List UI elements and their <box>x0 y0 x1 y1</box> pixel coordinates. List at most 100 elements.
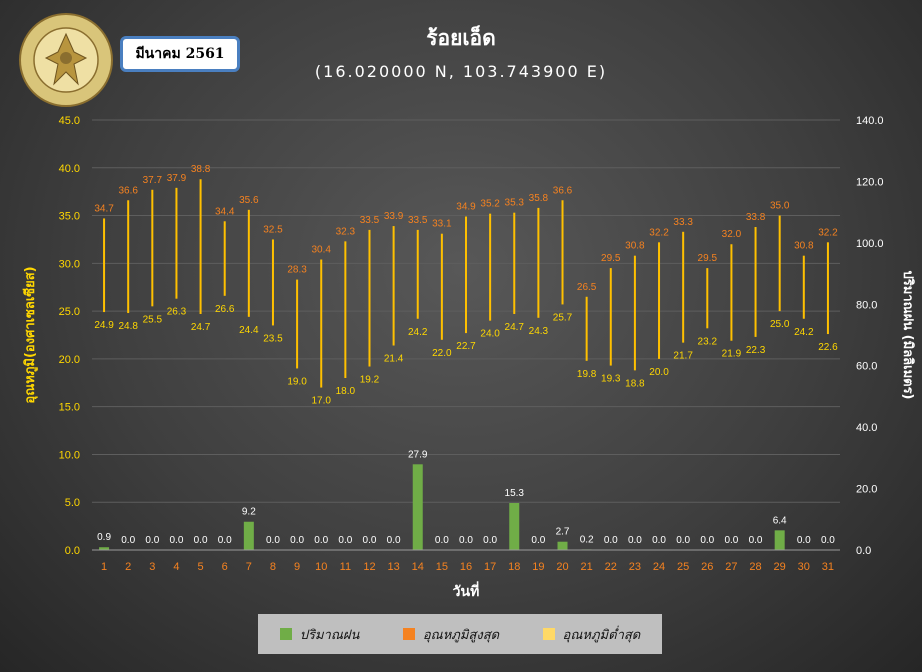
x-tick-label: 14 <box>412 561 424 573</box>
min-temp-data-label: 21.9 <box>722 349 742 360</box>
max-temp-data-label: 33.5 <box>408 215 428 226</box>
min-temp-data-label: 19.0 <box>287 376 307 387</box>
x-tick-label: 6 <box>222 561 228 573</box>
temperature-range-bar <box>706 268 709 329</box>
max-temp-data-label: 33.1 <box>432 219 452 230</box>
temperature-range-bar <box>271 239 274 326</box>
x-tick-label: 9 <box>294 561 300 573</box>
max-temp-data-label: 37.9 <box>167 173 187 184</box>
rain-bar <box>774 530 785 550</box>
temperature-range-bar <box>416 229 419 319</box>
x-tick-label: 18 <box>508 561 520 573</box>
min-temp-data-label: 18.0 <box>336 386 356 397</box>
x-tick-label: 11 <box>340 561 351 573</box>
month-label: มีนาคม 2561 <box>120 36 240 72</box>
x-tick-label: 22 <box>605 561 617 573</box>
y-left-tick-label: 20.0 <box>59 354 80 366</box>
temperature-range-bar <box>151 189 154 307</box>
max-temp-data-label: 32.5 <box>263 224 283 235</box>
temperature-range-bar <box>826 242 829 335</box>
x-tick-label: 8 <box>270 561 276 573</box>
temperature-range-bar <box>633 255 636 371</box>
rain-data-label: 0.0 <box>314 535 328 546</box>
min-temp-data-label: 24.8 <box>118 321 138 332</box>
rain-data-label: 0.0 <box>749 535 763 546</box>
x-tick-label: 17 <box>484 561 496 573</box>
temperature-range-bar <box>175 187 178 299</box>
max-temp-data-label: 34.9 <box>456 202 476 213</box>
max-temp-data-label: 35.0 <box>770 201 790 212</box>
y-right-axis-title: ปริมาณฝน (มิลลิเมตร) <box>900 270 915 399</box>
temperature-range-bar <box>247 209 250 317</box>
rain-data-label: 2.7 <box>556 527 570 538</box>
rain-data-label: 0.0 <box>218 535 232 546</box>
rain-data-label: 0.0 <box>145 535 159 546</box>
max-temp-data-label: 35.8 <box>529 193 549 204</box>
x-tick-label: 3 <box>149 561 155 573</box>
x-tick-label: 10 <box>315 561 327 573</box>
x-tick-label: 15 <box>436 561 448 573</box>
x-tick-label: 31 <box>822 561 834 573</box>
max-temp-data-label: 33.8 <box>746 212 766 223</box>
max-temp-data-label: 33.3 <box>673 217 693 228</box>
rain-data-label: 0.0 <box>363 535 377 546</box>
rain-data-label: 0.0 <box>338 535 352 546</box>
chart-subtitle: (16.020000 N, 103.743900 E) <box>314 62 608 81</box>
max-temp-data-label: 28.3 <box>287 265 307 276</box>
x-tick-label: 20 <box>556 561 568 573</box>
temperature-range-bar <box>320 259 323 388</box>
max-temp-data-label: 36.6 <box>118 185 138 196</box>
temperature-range-bar <box>344 241 347 378</box>
temperature-range-bar <box>537 207 540 318</box>
y-right-tick-label: 100.0 <box>856 238 884 250</box>
max-temp-data-label: 32.0 <box>722 229 742 240</box>
temperature-range-bar <box>658 242 661 359</box>
max-temp-data-label: 30.8 <box>625 241 645 252</box>
x-tick-label: 1 <box>101 561 107 573</box>
temperature-range-bar <box>127 200 130 314</box>
max-temp-data-label: 38.8 <box>191 164 211 175</box>
min-temp-data-label: 23.2 <box>698 336 718 347</box>
x-tick-label: 5 <box>198 561 204 573</box>
y-right-tick-label: 60.0 <box>856 361 877 373</box>
min-temp-data-label: 17.0 <box>311 396 331 407</box>
max-temp-data-label: 34.7 <box>94 203 114 214</box>
min-temp-data-label: 22.0 <box>432 348 452 359</box>
min-temp-data-label: 25.5 <box>143 314 163 325</box>
min-temp-data-label: 19.2 <box>360 375 380 386</box>
rain-data-label: 0.0 <box>676 535 690 546</box>
x-tick-label: 4 <box>173 561 179 573</box>
x-tick-label: 21 <box>581 561 593 573</box>
rain-data-label: 6.4 <box>773 515 787 526</box>
x-tick-label: 28 <box>749 561 761 573</box>
min-temp-data-label: 23.5 <box>263 333 283 344</box>
rain-bar <box>509 503 520 550</box>
legend-label-rain: ปริมาณฝน <box>299 627 360 643</box>
rain-bar <box>243 521 254 550</box>
y-right-tick-label: 140.0 <box>856 115 884 127</box>
min-temp-data-label: 24.9 <box>94 320 114 331</box>
min-temp-data-label: 21.7 <box>673 351 693 362</box>
y-left-tick-label: 45.0 <box>59 115 80 127</box>
legend-swatch-max-temp <box>402 628 415 640</box>
rain-data-label: 15.3 <box>505 488 525 499</box>
max-temp-data-label: 26.5 <box>577 282 597 293</box>
max-temp-data-label: 30.8 <box>794 241 814 252</box>
min-temp-data-label: 20.0 <box>649 367 669 378</box>
temperature-range-bar <box>585 296 588 361</box>
temperature-range-bar <box>465 216 467 334</box>
y-left-tick-label: 30.0 <box>59 258 80 270</box>
max-temp-data-label: 33.9 <box>384 211 404 222</box>
y-right-tick-label: 0.0 <box>856 545 871 557</box>
x-tick-label: 25 <box>677 561 689 573</box>
min-temp-data-label: 24.0 <box>480 329 500 340</box>
max-temp-data-label: 29.5 <box>698 253 718 264</box>
min-temp-data-label: 24.4 <box>239 325 259 336</box>
x-tick-label: 2 <box>125 561 131 573</box>
temperature-range-bar <box>296 279 299 369</box>
meteorological-department-logo <box>19 13 113 107</box>
max-temp-data-label: 34.4 <box>215 206 235 217</box>
max-temp-data-label: 35.3 <box>505 198 525 209</box>
temperature-range-bar <box>561 200 564 305</box>
